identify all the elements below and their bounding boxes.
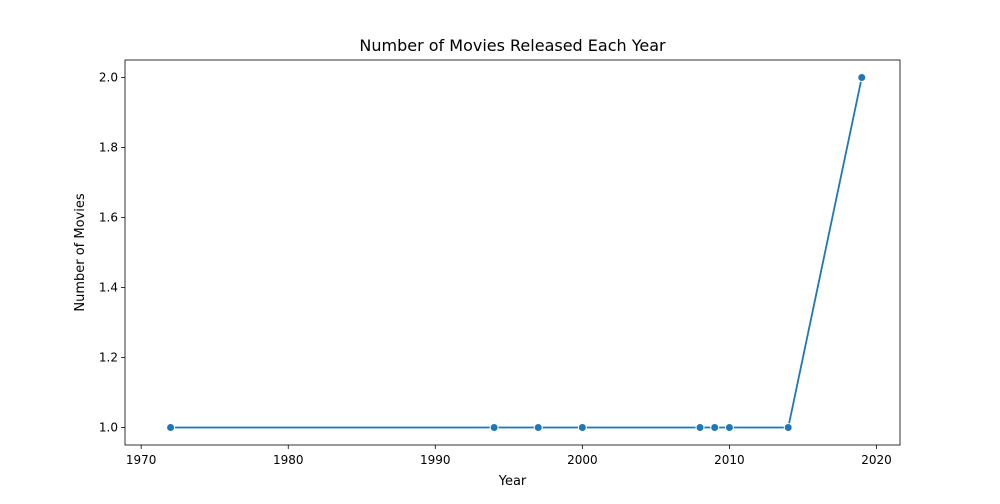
- x-tick-label: 1980: [273, 453, 304, 467]
- data-point: [857, 73, 867, 82]
- plot-area: [124, 59, 901, 446]
- data-point: [724, 423, 734, 432]
- data-point: [166, 423, 176, 432]
- data-point: [783, 423, 793, 432]
- plot-frame: [124, 59, 901, 446]
- y-tick-label: 1.0: [99, 421, 118, 435]
- x-tick-label: 1990: [420, 453, 451, 467]
- chart-title: Number of Movies Released Each Year: [359, 36, 666, 55]
- data-point: [533, 423, 543, 432]
- data-point: [695, 423, 705, 432]
- x-axis-label: Year: [498, 474, 527, 489]
- y-axis-ticks: 1.0 1.2 1.4 1.6 1.8 2.0: [99, 71, 125, 435]
- y-tick-label: 1.6: [99, 211, 118, 225]
- y-tick-label: 1.4: [99, 281, 118, 295]
- y-axis-label: Number of Movies: [73, 193, 88, 311]
- x-tick-label: 2010: [714, 453, 745, 467]
- x-tick-label: 2020: [861, 453, 892, 467]
- data-point: [710, 423, 720, 432]
- x-tick-label: 2000: [567, 453, 598, 467]
- data-point: [577, 423, 587, 432]
- y-tick-label: 1.8: [99, 141, 118, 155]
- series-line: [169, 76, 863, 429]
- x-tick-label: 1970: [126, 453, 157, 467]
- x-axis-ticks: 1970 1980 1990 2000 2010 2020: [126, 445, 892, 467]
- y-tick-label: 2.0: [99, 71, 118, 85]
- data-point: [489, 423, 499, 432]
- y-tick-label: 1.2: [99, 351, 118, 365]
